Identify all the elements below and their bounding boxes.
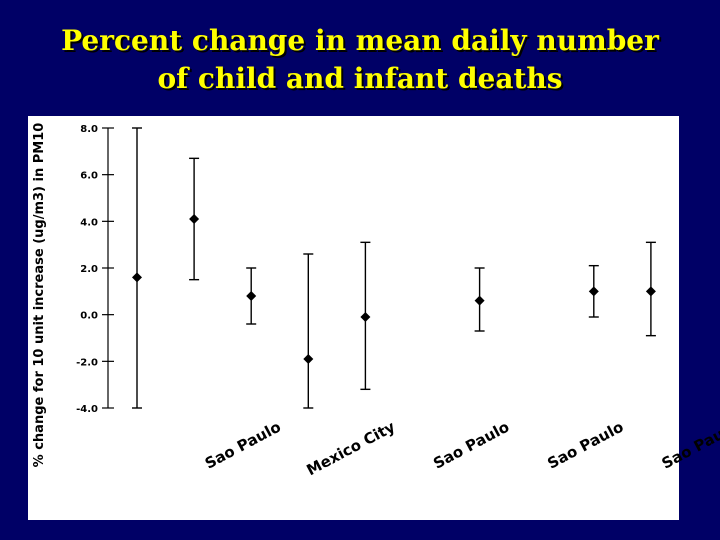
x-tick-label: Sao Paulo — [659, 418, 720, 473]
data-point-diamond — [189, 214, 200, 224]
x-axis-labels: Sao Paulo Mexico City Sao Paulo Sao Paulo Sa… — [202, 418, 720, 480]
y-tick-label: 4.0 — [80, 217, 98, 228]
slide-title-line-1: Percent change in mean daily number — [61, 24, 659, 57]
slide-title-line-2: of child and infant deaths — [157, 62, 563, 95]
y-tick-label: 8.0 — [80, 124, 98, 135]
y-tick-label: 6.0 — [80, 171, 98, 182]
data-point-diamond — [132, 272, 142, 283]
y-tick-label: 0.0 — [80, 311, 98, 322]
data-point-diamond — [246, 291, 257, 301]
y-axis-ticks: 8.0 6.0 4.0 2.0 0.0 -2.0 -4.0 — [76, 124, 114, 415]
data-marks — [132, 127, 656, 409]
y-axis-label: % change for 10 unit increase (ug/m3) in… — [32, 122, 47, 468]
data-point-diamond — [588, 286, 599, 297]
x-tick-label: Sao Paulo — [430, 418, 512, 473]
slide-title: Percent change in mean daily number of c… — [0, 22, 720, 98]
x-tick-label: Sao Paulo — [544, 418, 626, 473]
data-point-diamond — [474, 295, 485, 306]
data-point-diamond — [645, 286, 656, 297]
x-tick-label: Mexico City — [304, 418, 399, 480]
x-tick-label: Sao Paulo — [202, 418, 284, 473]
data-point-diamond — [360, 312, 371, 322]
data-point-diamond — [303, 354, 314, 364]
y-tick-label: -4.0 — [76, 404, 98, 415]
y-tick-label: -2.0 — [76, 357, 98, 368]
y-tick-label: 2.0 — [80, 264, 98, 275]
